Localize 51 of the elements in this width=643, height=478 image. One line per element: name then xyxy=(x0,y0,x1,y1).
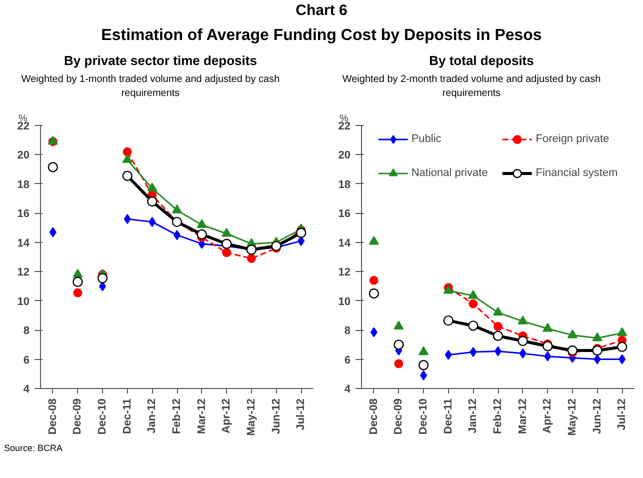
legend-label: Foreign private xyxy=(536,133,610,146)
x-tick-label: Dec-11 xyxy=(442,398,454,434)
x-tick-label: Jul-12 xyxy=(295,398,308,431)
x-tick-label: Dec-09 xyxy=(72,398,84,435)
x-tick-label: Dec-10 xyxy=(96,398,109,435)
y-tick-label: 14 xyxy=(17,238,30,250)
y-tick-label: 12 xyxy=(17,267,30,279)
x-tick-label: Dec-08 xyxy=(46,398,59,435)
x-tick-label: Apr-12 xyxy=(542,398,554,434)
caption: Chart 6 xyxy=(296,1,348,21)
y-tick-label: 12 xyxy=(338,267,351,279)
x-tick-label: Jun-12 xyxy=(591,398,604,434)
y-tick-label: 20 xyxy=(17,150,30,162)
legend-label: Public xyxy=(411,133,442,146)
y-tick-label: 20 xyxy=(338,150,351,162)
legend-label: Financial system xyxy=(536,167,618,180)
y-tick-label: 8 xyxy=(23,325,30,338)
y-tick-label: 16 xyxy=(17,208,30,221)
x-tick-label: Jan-12 xyxy=(467,398,480,434)
chart-title: By total deposits xyxy=(429,52,534,70)
x-tick-label: Dec-11 xyxy=(121,398,134,434)
x-tick-label: Mar-12 xyxy=(516,398,529,434)
text: Estimation of Average Funding Cost by Deposits in Pesos xyxy=(101,26,542,46)
source-note: Source: BCRA xyxy=(4,442,63,456)
y-tick-label: 4 xyxy=(23,384,30,396)
y-tick-label: 10 xyxy=(17,296,30,308)
x-tick-label: Jul-12 xyxy=(616,398,628,431)
x-tick-label: May-12 xyxy=(566,398,578,436)
x-tick-label: Mar-12 xyxy=(196,398,208,434)
y-tick-label: 6 xyxy=(344,354,351,367)
y-tick-label: 8 xyxy=(344,325,351,338)
y-tick-label: 18 xyxy=(17,179,30,192)
x-tick-label: Dec-09 xyxy=(392,398,405,435)
chart-subtitle: Weighted by 2-month traded volume and adjusted by cash requirements xyxy=(341,72,602,102)
chart-subtitle: Weighted by 1-month traded volume and adjusted by cash requirements xyxy=(20,72,281,102)
x-tick-label: Jun-12 xyxy=(270,398,282,434)
y-tick-label: 10 xyxy=(338,296,351,308)
x-tick-label: Dec-08 xyxy=(368,398,380,435)
y-tick-label: 14 xyxy=(338,238,352,250)
y-tick-label: 4 xyxy=(344,384,352,396)
x-tick-label: Feb-12 xyxy=(492,398,504,434)
y-tick-label: 16 xyxy=(338,208,351,221)
x-tick-label: May-12 xyxy=(245,398,258,436)
x-tick-label: Feb-12 xyxy=(171,398,183,434)
legend-label: National private xyxy=(411,167,488,180)
y-tick-label: 18 xyxy=(338,179,351,192)
x-tick-label: Jan-12 xyxy=(146,398,158,434)
x-tick-label: Apr-12 xyxy=(220,398,233,434)
chart-title: By private sector time deposits xyxy=(64,52,257,70)
y-tick-label: 6 xyxy=(23,354,30,367)
x-tick-label: Dec-10 xyxy=(418,398,430,435)
